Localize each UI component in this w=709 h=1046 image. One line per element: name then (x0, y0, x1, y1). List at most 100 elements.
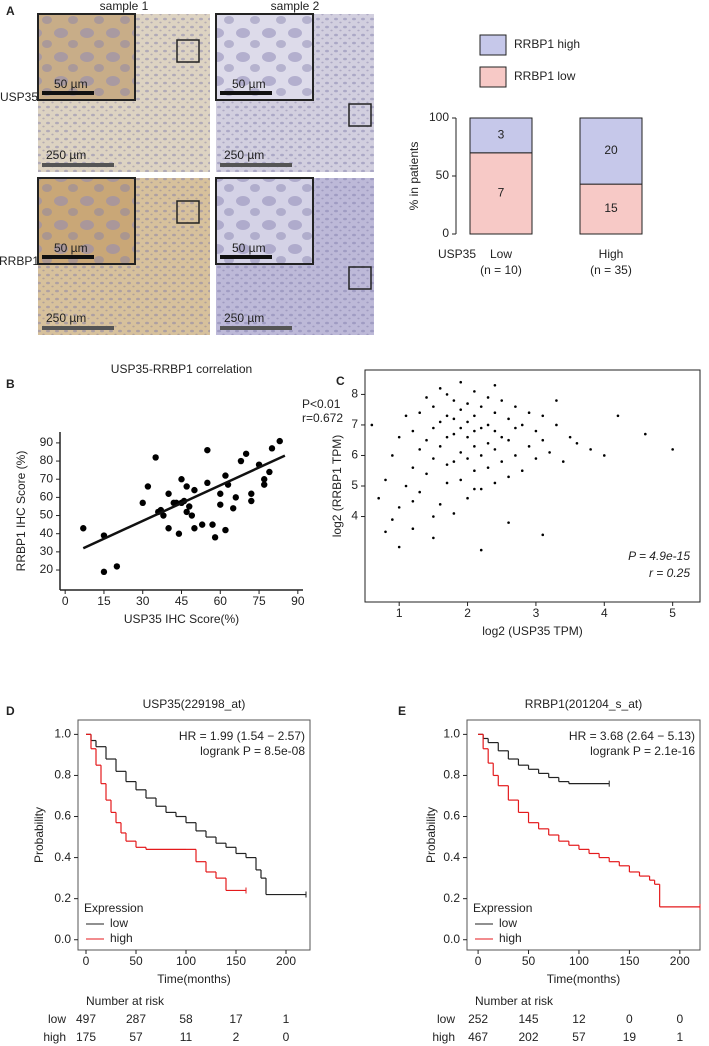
point (175, 530, 183, 537)
y-tick-label: 0.2 (443, 891, 460, 905)
point (479, 487, 483, 491)
risk-value: 202 (519, 1030, 539, 1044)
scale-bar (42, 163, 114, 167)
point (438, 420, 442, 424)
point (411, 527, 415, 531)
x-tick-label: 0 (62, 594, 69, 608)
point (432, 457, 435, 460)
point (404, 484, 408, 488)
x-tick-label: 15 (97, 594, 111, 608)
scale-bar (220, 255, 272, 259)
point (589, 448, 592, 451)
point (493, 429, 497, 433)
point (188, 512, 196, 519)
legend-label: high (499, 931, 522, 945)
y-tick-label: 0.4 (54, 850, 71, 864)
point (466, 402, 469, 405)
row-label: USP35 (0, 90, 38, 104)
x-tick-label: 100 (176, 954, 196, 968)
scale-label: 250 µm (46, 311, 86, 325)
point (230, 505, 237, 512)
point (425, 438, 428, 442)
risk-row-label: high (43, 1030, 66, 1044)
risk-value: 497 (76, 1012, 96, 1026)
count-label: 3 (498, 128, 505, 142)
y-tick-label: 40 (40, 526, 54, 540)
point (384, 478, 387, 482)
point (445, 414, 449, 418)
point (671, 448, 674, 451)
scale-label: 250 µm (224, 311, 264, 325)
risk-value: 57 (572, 1030, 586, 1044)
point (183, 508, 190, 516)
point (473, 445, 476, 448)
point (507, 521, 510, 524)
y-axis-label: % in patients (407, 142, 421, 211)
point (232, 494, 239, 501)
y-tick-label: 6 (351, 448, 358, 462)
point (261, 476, 268, 483)
panel-letter: A (6, 4, 15, 18)
x-tick-label: 0 (83, 954, 90, 968)
scale-label: 50 µm (232, 77, 266, 91)
point (527, 411, 531, 415)
risk-value: 287 (126, 1012, 146, 1026)
inset-texture (217, 15, 312, 99)
scale-label: 250 µm (224, 148, 264, 162)
x-tick-label: 0 (475, 954, 482, 968)
point (507, 438, 510, 442)
point (452, 399, 456, 402)
x-tick-label: 90 (291, 594, 305, 608)
point (479, 405, 483, 408)
category-note: (n = 35) (590, 263, 632, 277)
annotation: r=0.672 (302, 411, 343, 425)
point (384, 530, 387, 534)
y-tick-label: 50 (436, 168, 450, 182)
scale-label: 50 µm (54, 241, 88, 255)
scale-bar (42, 255, 94, 259)
x-tick-label: 60 (214, 594, 228, 608)
legend-label: low (499, 916, 517, 930)
point (391, 518, 394, 521)
plot-frame (77, 719, 311, 951)
point (541, 414, 545, 418)
point (459, 380, 463, 384)
point (500, 435, 504, 439)
count-label: 20 (604, 143, 618, 157)
x-tick-label: 150 (226, 954, 246, 968)
point (411, 466, 415, 469)
chart-title: USP35-RRBP1 correlation (111, 362, 252, 376)
risk-value: 57 (129, 1030, 143, 1044)
x-tick-label: 30 (136, 594, 150, 608)
point (479, 454, 483, 457)
point (261, 481, 268, 488)
annotation: r = 0.25 (649, 566, 690, 580)
point (377, 496, 380, 500)
point (452, 512, 456, 515)
risk-value: 19 (623, 1030, 637, 1044)
legend-label: low (110, 916, 128, 930)
risk-title: Number at risk (86, 994, 165, 1008)
legend-label: high (110, 931, 133, 945)
point (211, 534, 219, 541)
y-tick-label: 20 (40, 562, 54, 576)
point (248, 497, 255, 505)
risk-value: 252 (468, 1012, 488, 1026)
point (459, 408, 463, 411)
point (473, 487, 476, 491)
y-axis-label: Probability (32, 807, 46, 863)
annotation: logrank P = 8.5e-08 (200, 744, 305, 758)
point (165, 525, 172, 532)
point (397, 545, 401, 549)
y-tick-label: 50 (40, 508, 54, 522)
risk-value: 1 (283, 1012, 290, 1026)
x-tick-label: 150 (619, 954, 639, 968)
legend-title: Expression (84, 901, 143, 915)
y-tick-label: 7 (351, 417, 358, 431)
point (191, 486, 198, 494)
y-tick-label: 4 (351, 509, 358, 523)
point (391, 454, 394, 457)
point (486, 396, 490, 399)
annotation: HR = 1.99 (1.54 − 2.57) (179, 729, 305, 743)
risk-value: 175 (76, 1030, 96, 1044)
